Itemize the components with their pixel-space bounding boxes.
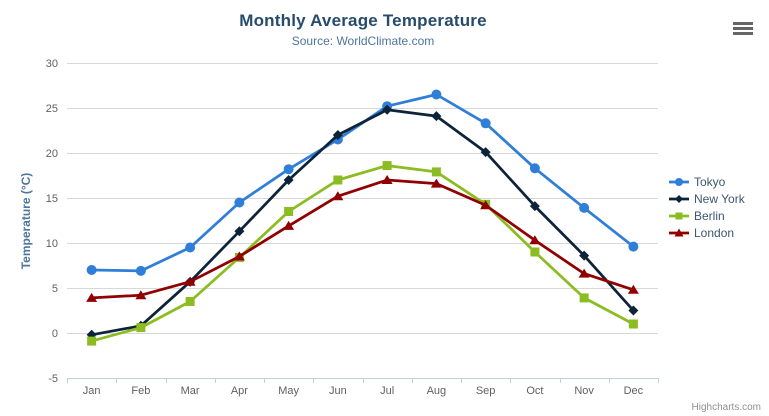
- data-point-london[interactable]: [135, 290, 147, 300]
- x-axis-label: Feb: [131, 385, 150, 397]
- data-point-tokyo[interactable]: [431, 89, 442, 100]
- y-axis-label: 5: [52, 283, 58, 295]
- legend-label: Tokyo: [694, 175, 726, 189]
- data-point-new-york[interactable]: [628, 305, 639, 316]
- data-point-london[interactable]: [627, 284, 639, 294]
- y-axis-label: 30: [46, 58, 58, 70]
- data-point-new-york[interactable]: [332, 130, 343, 140]
- data-point-new-york[interactable]: [234, 226, 245, 237]
- circle-marker-icon: [669, 178, 689, 186]
- y-axis-label: 10: [46, 238, 58, 250]
- legend-item-new-york[interactable]: New York: [669, 191, 745, 207]
- data-point-berlin[interactable]: [185, 297, 195, 306]
- data-point-london[interactable]: [381, 175, 393, 184]
- y-axis-label: 20: [46, 148, 58, 160]
- y-axis-title: Temperature (°C): [19, 172, 33, 270]
- x-axis-label: Sep: [476, 385, 496, 397]
- data-point-london[interactable]: [86, 292, 98, 302]
- data-point-london[interactable]: [332, 191, 344, 201]
- data-point-tokyo[interactable]: [185, 242, 196, 253]
- triangle-marker-icon: [669, 228, 689, 237]
- data-point-london[interactable]: [578, 268, 590, 278]
- square-marker-icon: [669, 212, 689, 220]
- data-point-london[interactable]: [184, 276, 196, 286]
- data-point-london[interactable]: [233, 251, 245, 261]
- data-point-new-york[interactable]: [480, 147, 491, 158]
- y-axis-label: 15: [46, 193, 58, 205]
- data-point-london[interactable]: [529, 235, 541, 245]
- data-point-tokyo[interactable]: [86, 265, 97, 275]
- data-point-tokyo[interactable]: [480, 118, 491, 129]
- legend-label: London: [694, 226, 735, 240]
- credits-link[interactable]: Highcharts.com: [691, 402, 761, 413]
- data-point-berlin[interactable]: [136, 323, 146, 333]
- data-point-tokyo[interactable]: [283, 164, 294, 175]
- legend-label: Berlin: [694, 209, 725, 223]
- legend-item-london[interactable]: London: [669, 225, 745, 241]
- series-line-berlin[interactable]: [90, 164, 635, 343]
- data-point-tokyo[interactable]: [529, 163, 540, 174]
- x-axis-label: Aug: [427, 385, 447, 397]
- data-point-new-york[interactable]: [382, 104, 393, 115]
- data-point-tokyo[interactable]: [628, 241, 639, 252]
- data-point-tokyo[interactable]: [579, 202, 590, 213]
- diamond-marker-icon: [669, 195, 689, 203]
- series-line-london[interactable]: [90, 178, 635, 300]
- hamburger-icon[interactable]: [731, 19, 755, 37]
- data-point-tokyo[interactable]: [135, 265, 146, 276]
- data-point-new-york[interactable]: [283, 175, 294, 185]
- legend-label: New York: [694, 192, 745, 206]
- data-point-berlin[interactable]: [431, 167, 441, 177]
- x-axis-label: Jan: [83, 385, 101, 397]
- chart-subtitle: Source: WorldClimate.com: [291, 34, 435, 48]
- data-point-london[interactable]: [430, 178, 442, 188]
- x-axis-label: Jul: [380, 385, 394, 397]
- data-point-tokyo[interactable]: [234, 197, 245, 208]
- data-point-london[interactable]: [283, 220, 295, 230]
- y-axis-label: 25: [46, 103, 58, 115]
- data-point-new-york[interactable]: [431, 111, 442, 122]
- x-axis-label: Apr: [231, 385, 248, 397]
- data-point-berlin[interactable]: [628, 319, 638, 329]
- legend-item-berlin[interactable]: Berlin: [669, 208, 745, 224]
- data-point-berlin[interactable]: [579, 293, 589, 303]
- data-point-berlin[interactable]: [382, 161, 392, 171]
- data-point-berlin[interactable]: [87, 336, 97, 346]
- legend-item-tokyo[interactable]: Tokyo: [669, 174, 745, 190]
- data-point-berlin[interactable]: [530, 247, 540, 257]
- series-line-new-york[interactable]: [90, 108, 635, 337]
- y-axis-label: 0: [52, 328, 58, 340]
- chart-title: Monthly Average Temperature: [239, 11, 487, 30]
- legend: Tokyo New York Berlin London: [669, 174, 745, 241]
- y-axis-label: -5: [48, 373, 58, 385]
- data-point-london[interactable]: [480, 200, 492, 210]
- x-axis-label: May: [278, 385, 299, 397]
- x-axis-label: Mar: [181, 385, 200, 397]
- data-point-new-york[interactable]: [529, 201, 540, 212]
- x-axis-label: Nov: [574, 385, 594, 397]
- data-point-new-york[interactable]: [579, 250, 590, 261]
- x-axis-label: Jun: [329, 385, 347, 397]
- x-axis-label: Dec: [624, 385, 644, 397]
- data-point-berlin[interactable]: [333, 175, 343, 185]
- x-axis-label: Oct: [526, 385, 543, 397]
- data-point-berlin[interactable]: [284, 207, 294, 216]
